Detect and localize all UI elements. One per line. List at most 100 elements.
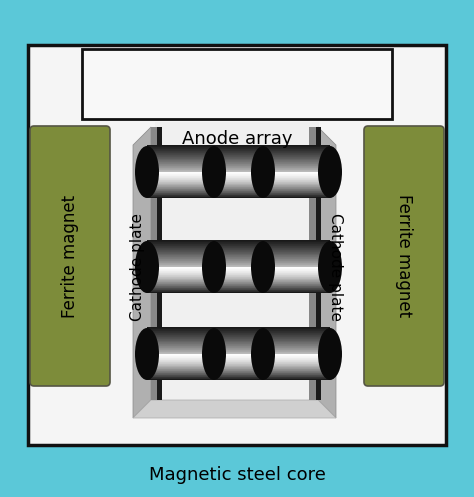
Bar	[147, 262, 263, 263]
Ellipse shape	[318, 241, 342, 293]
Bar	[147, 181, 263, 182]
Bar	[147, 358, 263, 359]
Bar	[147, 260, 263, 261]
Bar	[214, 352, 330, 353]
Bar	[147, 274, 263, 275]
Bar	[147, 287, 263, 288]
Bar	[214, 275, 330, 276]
Bar	[147, 349, 263, 350]
Bar	[147, 357, 263, 358]
Bar	[214, 336, 330, 337]
Bar	[214, 195, 330, 197]
Text: Anode array: Anode array	[182, 130, 292, 148]
Bar	[214, 178, 330, 179]
Bar	[147, 330, 263, 331]
Bar	[147, 245, 263, 246]
Bar	[214, 174, 330, 175]
Bar	[147, 246, 263, 247]
Bar	[214, 251, 330, 253]
Bar	[147, 376, 263, 377]
Bar	[147, 374, 263, 375]
Bar	[147, 152, 263, 153]
Bar	[147, 248, 263, 249]
Bar	[214, 357, 330, 358]
Bar	[214, 247, 330, 248]
Bar	[214, 267, 330, 268]
Bar	[147, 368, 263, 369]
Bar	[214, 147, 330, 148]
Bar	[147, 241, 263, 243]
Bar	[214, 191, 330, 193]
Bar	[214, 260, 330, 261]
Bar	[214, 367, 330, 368]
Bar	[214, 289, 330, 290]
Bar	[214, 374, 330, 375]
Bar	[214, 288, 330, 289]
Bar	[147, 350, 263, 352]
Bar	[147, 171, 263, 172]
Bar	[155, 122, 319, 402]
Bar	[147, 342, 263, 344]
Bar	[147, 195, 263, 196]
Bar	[214, 182, 330, 183]
Bar	[147, 178, 263, 179]
Bar	[214, 340, 330, 342]
Bar	[147, 261, 263, 262]
Bar	[147, 370, 263, 371]
Bar	[147, 148, 263, 149]
Bar	[147, 282, 263, 283]
Bar	[147, 342, 263, 343]
Bar	[147, 372, 263, 373]
Bar	[147, 243, 263, 245]
Polygon shape	[318, 127, 336, 418]
Bar	[214, 177, 330, 178]
Bar	[214, 373, 330, 374]
Bar	[147, 375, 263, 376]
Bar	[157, 127, 162, 400]
Bar	[214, 337, 330, 338]
Bar	[214, 158, 330, 159]
Bar	[214, 350, 330, 352]
Bar	[147, 328, 263, 330]
Bar	[214, 372, 330, 373]
Bar	[147, 271, 263, 272]
Bar	[214, 337, 330, 338]
Bar	[214, 280, 330, 281]
Ellipse shape	[318, 328, 342, 380]
Bar	[147, 355, 263, 356]
Bar	[214, 263, 330, 264]
Bar	[214, 160, 330, 161]
Bar	[214, 156, 330, 157]
Bar	[214, 252, 330, 253]
Bar	[147, 283, 263, 284]
Bar	[214, 184, 330, 185]
Bar	[147, 344, 263, 345]
Bar	[214, 175, 330, 176]
Bar	[147, 366, 263, 367]
Bar	[214, 154, 330, 155]
Bar	[28, 45, 446, 445]
Bar	[147, 360, 263, 362]
Bar	[214, 370, 330, 371]
Bar	[147, 327, 263, 328]
Bar	[214, 253, 330, 254]
Bar	[214, 257, 330, 259]
Bar	[214, 273, 330, 274]
Bar	[147, 273, 263, 274]
Ellipse shape	[202, 241, 226, 293]
Bar	[147, 370, 263, 371]
Bar	[147, 265, 263, 266]
Bar	[214, 243, 330, 245]
Bar	[214, 179, 330, 180]
Bar	[147, 291, 263, 292]
Bar	[147, 252, 263, 253]
Bar	[214, 334, 330, 335]
Bar	[147, 354, 263, 356]
Bar	[214, 244, 330, 245]
Bar	[214, 331, 330, 332]
Bar	[214, 358, 330, 360]
Bar	[214, 193, 330, 194]
Bar	[214, 358, 330, 359]
Bar	[214, 172, 330, 173]
Bar	[147, 362, 263, 363]
